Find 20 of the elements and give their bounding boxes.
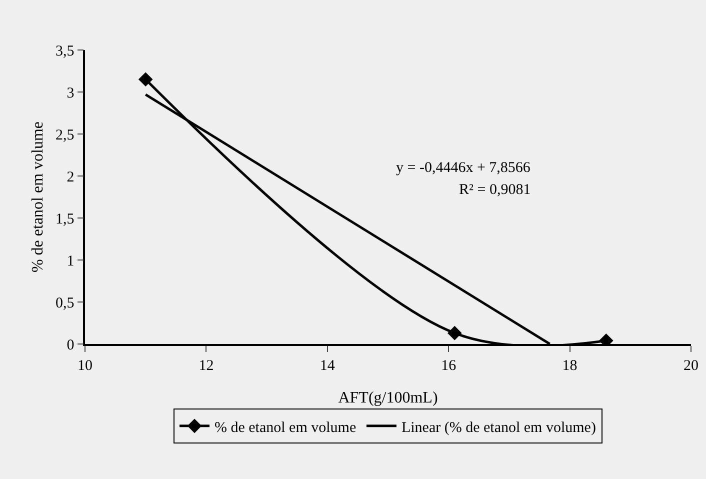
x-tick-label: 20: [684, 358, 698, 374]
y-tick-label: 2,5: [56, 127, 74, 144]
y-tick-label: 3: [66, 85, 74, 102]
y-tick-label: 0,5: [56, 295, 74, 312]
y-tick-label: 3,5: [56, 43, 74, 60]
y-tick-label: 0: [66, 337, 74, 354]
y-axis-title: % de etanol em volume: [30, 121, 46, 273]
annotation: y = -0,4446x + 7,8566: [396, 160, 531, 176]
y-tick-label: 1,5: [56, 211, 74, 228]
x-axis-title: AFT(g/100mL): [338, 390, 438, 406]
x-tick-label: 10: [78, 358, 92, 374]
legend-label: Linear (% de etanol em volume): [401, 420, 596, 436]
x-tick-label: 18: [562, 358, 578, 374]
y-tick-label: 2: [66, 169, 74, 186]
x-tick-label: 14: [320, 358, 336, 374]
y-tick-label: 1: [66, 253, 74, 270]
annotation: R² = 0,9081: [459, 182, 531, 198]
x-tick-label: 12: [198, 358, 214, 374]
legend-label: % de etanol em volume: [214, 420, 356, 436]
x-tick-label: 16: [441, 358, 457, 374]
